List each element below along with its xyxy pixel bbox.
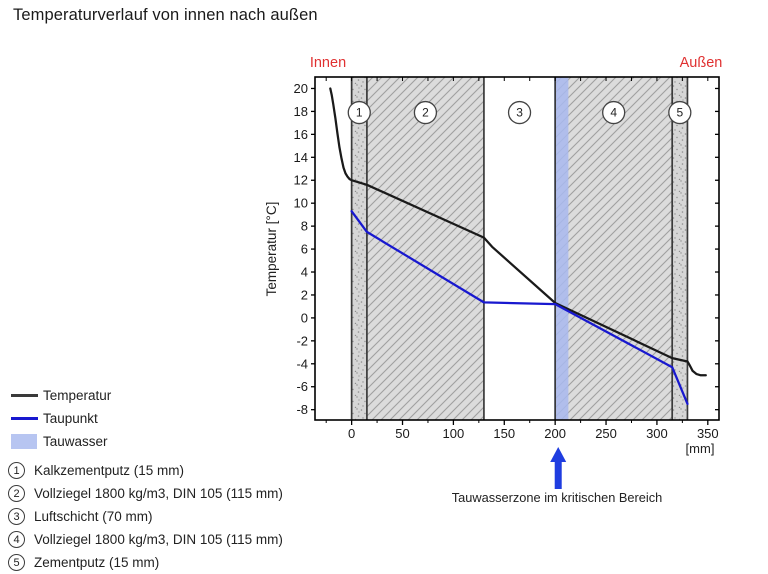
legend-item-tauwasser: Tauwasser <box>8 430 111 453</box>
layer-badge-number: 5 <box>676 106 683 120</box>
material-list: 1 Kalkzementputz (15 mm) 2 Vollziegel 18… <box>8 459 283 574</box>
list-item: 5 Zementputz (15 mm) <box>8 551 283 574</box>
page-title: Temperaturverlauf von innen nach außen <box>13 6 318 24</box>
y-tick-label: 0 <box>301 310 308 325</box>
layer-badge-number: 1 <box>356 106 363 120</box>
y-tick-label: 14 <box>294 150 308 165</box>
layer-badge-circle-2 <box>413 100 438 125</box>
chart-axes: 0 50 100 150 200 250 300 350-8-6-4-202468101214… <box>294 76 720 441</box>
chart-legend: Temperatur Taupunkt Tauwasser <box>8 384 111 453</box>
y-tick-label: 20 <box>294 81 308 96</box>
temperature-line-swatch <box>10 394 38 397</box>
material-label: Vollziegel 1800 kg/m3, DIN 105 (115 mm) <box>34 486 283 501</box>
wall-layer-region-1 <box>351 77 367 420</box>
legend-label: Taupunkt <box>43 411 98 426</box>
layer-badge-number: 2 <box>422 106 429 120</box>
x-tick-label: 150 <box>493 426 515 441</box>
circled-number-1: 1 <box>8 462 25 479</box>
layer-badge-circle-3 <box>507 100 532 125</box>
wall-layer-region-5 <box>672 77 688 420</box>
tauwasser-zone-band <box>554 77 569 420</box>
y-tick-label: 6 <box>301 242 308 257</box>
aussen-label: Außen <box>680 55 723 71</box>
up-arrow-glyph <box>550 447 567 489</box>
list-item: 2 Vollziegel 1800 kg/m3, DIN 105 (115 mm… <box>8 482 283 505</box>
temperature-line <box>329 87 707 377</box>
innen-label: Innen <box>310 55 346 71</box>
layer-badge-number: 4 <box>610 106 617 120</box>
x-axis-unit-label: [mm] <box>686 441 715 456</box>
y-tick-label: -8 <box>296 402 308 417</box>
legend-item-temperatur: Temperatur <box>8 384 111 407</box>
wall-layer-region-4 <box>555 77 673 420</box>
legend-label: Temperatur <box>43 388 112 403</box>
layer-number-badges: 1 2 3 4 5 <box>347 100 692 125</box>
tauwasser-fill-swatch <box>11 434 37 449</box>
y-tick-label: 4 <box>301 265 308 280</box>
y-tick-label: 2 <box>301 287 308 302</box>
x-tick-label: 200 <box>544 426 566 441</box>
list-item: 3 Luftschicht (70 mm) <box>8 505 283 528</box>
material-label: Zementputz (15 mm) <box>34 555 160 570</box>
x-tick-label: 0 <box>348 426 355 441</box>
x-tick-label: 250 <box>595 426 617 441</box>
x-tick-label: 50 <box>395 426 409 441</box>
legend-item-taupunkt: Taupunkt <box>8 407 111 430</box>
x-tick-label: 350 <box>697 426 719 441</box>
circled-number-3: 3 <box>8 508 25 525</box>
layer-badge-circle-1 <box>347 100 371 125</box>
dewpoint-line <box>350 210 689 406</box>
wall-layer-regions <box>350 77 689 420</box>
material-label: Kalkzementputz (15 mm) <box>34 463 185 478</box>
y-tick-label: 16 <box>294 127 308 142</box>
y-tick-label: 8 <box>301 219 308 234</box>
y-tick-label: 12 <box>294 173 308 188</box>
y-tick-label: 18 <box>294 104 308 119</box>
y-tick-label: -6 <box>296 379 308 394</box>
legend-label: Tauwasser <box>43 434 108 449</box>
circled-number-5: 5 <box>8 554 25 571</box>
list-item: 4 Vollziegel 1800 kg/m3, DIN 105 (115 mm… <box>8 528 283 551</box>
y-tick-label: -4 <box>296 356 308 371</box>
material-label: Vollziegel 1800 kg/m3, DIN 105 (115 mm) <box>34 532 283 547</box>
dewpoint-line-swatch <box>10 417 38 420</box>
circled-number-2: 2 <box>8 485 25 502</box>
y-axis-title: Temperatur [°C] <box>264 202 279 297</box>
x-tick-label: 300 <box>646 426 668 441</box>
chart-series <box>329 87 707 406</box>
layer-badge-number: 3 <box>516 106 523 120</box>
y-tick-label: 10 <box>294 196 308 211</box>
up-arrow-icon <box>550 447 567 489</box>
annotation-text: Tauwasserzone im kritischen Bereich <box>452 490 663 505</box>
x-tick-label: 100 <box>443 426 465 441</box>
material-label: Luftschicht (70 mm) <box>34 509 153 524</box>
layer-badge-circle-4 <box>602 100 626 125</box>
list-item: 1 Kalkzementputz (15 mm) <box>8 459 283 482</box>
wall-layer-region-2 <box>366 77 484 420</box>
tauwasser-annotation: Tauwasserzone im kritischen Bereich <box>452 447 663 505</box>
circled-number-4: 4 <box>8 531 25 548</box>
y-tick-label: -2 <box>296 333 308 348</box>
layer-badge-circle-5 <box>668 100 692 125</box>
